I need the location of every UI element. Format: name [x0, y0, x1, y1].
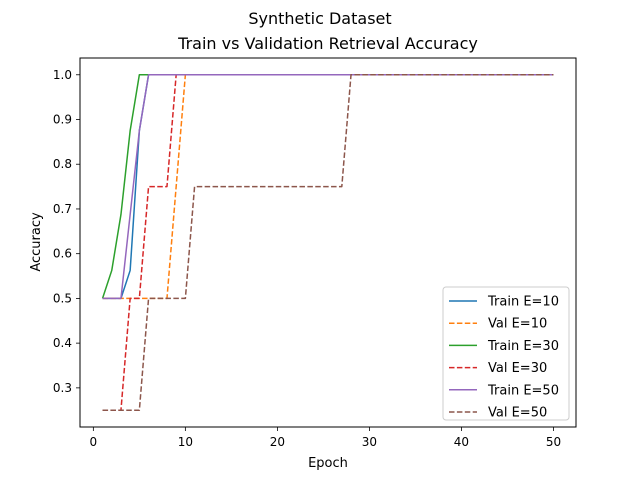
series-line-val-e-50 [102, 74, 554, 411]
series-line-val-e-30 [102, 74, 554, 411]
y-tick-label: 0.7 [53, 202, 72, 216]
x-tick-label: 50 [546, 435, 561, 449]
legend: Train E=10 Val E=10 Train E=30 Val E=30 Trai… [442, 286, 570, 421]
x-axis-label: Epoch [308, 456, 348, 471]
x-tick-label: 30 [362, 435, 377, 449]
x-tick-label: 0 [90, 435, 98, 449]
chart-title: Synthetic Dataset [248, 9, 391, 28]
x-axis: 0 10 20 30 40 50 [90, 427, 561, 449]
series-line-train-e-50 [102, 74, 554, 300]
plot-frame [79, 57, 577, 428]
y-axis-label: Accuracy [29, 212, 44, 272]
y-tick-label: 0.5 [53, 291, 72, 305]
x-tick-label: 20 [270, 435, 285, 449]
y-tick-label: 1.0 [53, 68, 72, 82]
legend-label: Train E=50 [487, 383, 559, 398]
legend-label: Val E=50 [488, 406, 547, 421]
y-tick-label: 0.4 [53, 336, 72, 350]
y-tick-label: 0.9 [53, 113, 72, 127]
x-tick-label: 40 [454, 435, 469, 449]
legend-frame [442, 286, 570, 421]
y-tick-label: 0.6 [53, 247, 72, 261]
x-tick-label: 10 [178, 435, 193, 449]
chart-subtitle: Train vs Validation Retrieval Accuracy [177, 34, 478, 53]
legend-label: Train E=30 [487, 339, 559, 354]
y-axis: 0.3 0.4 0.5 0.6 0.7 0.8 0.9 1.0 [53, 68, 80, 395]
y-tick-label: 0.3 [53, 381, 72, 395]
legend-label: Val E=10 [488, 317, 547, 332]
series-layer [101, 74, 554, 411]
legend-label: Val E=30 [488, 361, 547, 376]
legend-label: Train E=10 [487, 295, 559, 310]
y-tick-label: 0.8 [53, 157, 72, 171]
